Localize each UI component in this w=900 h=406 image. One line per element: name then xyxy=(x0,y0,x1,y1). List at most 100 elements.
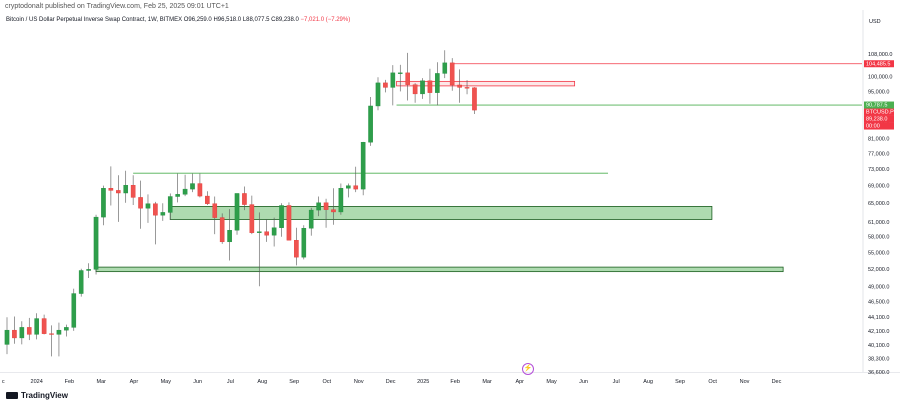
candle-body xyxy=(294,240,299,258)
y-tick-label: 81,000.0 xyxy=(868,137,889,143)
candle-body xyxy=(4,329,10,345)
candle-body xyxy=(472,87,477,111)
candle-body xyxy=(316,202,321,211)
candle-body xyxy=(182,188,188,195)
price-tag xyxy=(864,108,894,116)
candle-body xyxy=(375,82,381,107)
candle-body xyxy=(78,270,84,294)
zone-rect xyxy=(396,80,576,87)
x-tick-label: Oct xyxy=(323,379,332,385)
x-tick-label: Aug xyxy=(643,379,653,385)
candle-body xyxy=(26,327,32,335)
candle-body xyxy=(256,231,262,233)
x-tick-label: 2025 xyxy=(417,379,429,385)
y-tick-label: 77,000.0 xyxy=(868,151,889,157)
symbol-title: Bitcoin / US Dollar Perpetual Inverse Sw… xyxy=(6,17,183,23)
lightning-icon[interactable]: ⚡ xyxy=(522,363,534,375)
symbol-legend: Bitcoin / US Dollar Perpetual Inverse Sw… xyxy=(6,17,350,23)
candle-body xyxy=(167,196,173,213)
x-tick-label: Nov xyxy=(354,379,364,385)
x-tick-label: Sep xyxy=(675,379,685,385)
x-tick-label: Aug xyxy=(257,379,267,385)
candle-body xyxy=(368,105,373,143)
currency-label: USD xyxy=(869,19,881,25)
candle-body xyxy=(115,190,121,194)
x-tick-label: May xyxy=(546,379,557,385)
x-tick-label: Dec xyxy=(386,379,396,385)
candle-body xyxy=(130,185,136,198)
candle-body xyxy=(338,188,344,213)
zone-rect xyxy=(95,266,784,273)
ohlc-values: O96,259.0 H96,518.0 L88,077.5 C89,238.0 xyxy=(183,17,299,23)
candle-body xyxy=(397,72,403,74)
y-tick-label: 38,300.0 xyxy=(868,357,889,363)
candle-body xyxy=(190,183,195,190)
x-tick-label: Jul xyxy=(613,379,620,385)
candle-body xyxy=(205,195,210,204)
y-tick-label: 61,000.0 xyxy=(868,220,889,226)
candle-body xyxy=(234,193,240,231)
y-tick-label: 42,100.0 xyxy=(868,329,889,335)
price-change: −7,021.0 (−7.29%) xyxy=(300,17,351,23)
candle-body xyxy=(405,72,410,85)
candle-body xyxy=(346,185,351,189)
published-note: cryptodonalt published on TradingView.co… xyxy=(5,3,229,10)
candle-body xyxy=(279,205,284,228)
candle-body xyxy=(331,209,336,213)
x-tick-label: Jun xyxy=(193,379,202,385)
candle-body xyxy=(427,80,433,93)
candle-body xyxy=(49,333,54,335)
candle-body xyxy=(271,227,277,236)
candle-body xyxy=(153,203,158,216)
price-tag-label: BTCUSD.P xyxy=(866,110,894,116)
y-tick-label: 95,000.0 xyxy=(868,90,889,96)
candle-body xyxy=(464,87,470,89)
candle-body xyxy=(383,82,388,88)
candle-body xyxy=(175,194,180,197)
candle-body xyxy=(435,73,440,93)
candle-body xyxy=(108,188,114,191)
y-tick-label: 58,000.0 xyxy=(868,235,889,241)
x-tick-label: Nov xyxy=(740,379,750,385)
candle-body xyxy=(301,228,307,258)
candle-body xyxy=(390,72,396,88)
candle-body xyxy=(56,329,62,335)
candle-body xyxy=(264,231,270,236)
x-tick-label: Sep xyxy=(289,379,299,385)
price-tag-label: 104,485.5 xyxy=(866,61,890,67)
candle-body xyxy=(249,204,255,233)
x-tick-label: Jun xyxy=(579,379,588,385)
x-tick-label: Jul xyxy=(227,379,234,385)
x-tick-label: May xyxy=(161,379,172,385)
x-tick-label: Apr xyxy=(515,379,524,385)
y-tick-label: 44,100.0 xyxy=(868,315,889,321)
y-tick-label: 108,000.0 xyxy=(868,52,892,58)
candle-body xyxy=(212,203,218,218)
price-tag xyxy=(864,115,894,123)
candle-body xyxy=(123,185,129,194)
brand-name: TradingView xyxy=(21,391,68,400)
candle-body xyxy=(420,80,425,95)
candle-body xyxy=(64,327,69,331)
candle-body xyxy=(457,84,462,88)
y-tick-label: 65,000.0 xyxy=(868,201,889,207)
candle-body xyxy=(34,318,39,335)
y-tick-label: 52,000.0 xyxy=(868,267,889,273)
x-tick-label: Dec xyxy=(772,379,782,385)
x-tick-label: 2024 xyxy=(31,379,43,385)
y-tick-label: 49,000.0 xyxy=(868,284,889,290)
x-tick-label: c xyxy=(2,379,5,385)
candle-body xyxy=(442,62,448,74)
candle-body xyxy=(101,188,106,218)
tradingview-logo: TradingView xyxy=(6,391,68,400)
price-tag xyxy=(864,60,894,68)
candle-body xyxy=(19,327,25,339)
candle-body xyxy=(160,212,166,216)
candle-body xyxy=(71,293,77,328)
candle-body xyxy=(93,216,99,270)
x-tick-label: Mar xyxy=(96,379,106,385)
price-tag-label: 90,787.5 xyxy=(866,103,887,109)
y-tick-label: 100,000.0 xyxy=(868,75,892,81)
y-tick-label: 46,500.0 xyxy=(868,300,889,306)
